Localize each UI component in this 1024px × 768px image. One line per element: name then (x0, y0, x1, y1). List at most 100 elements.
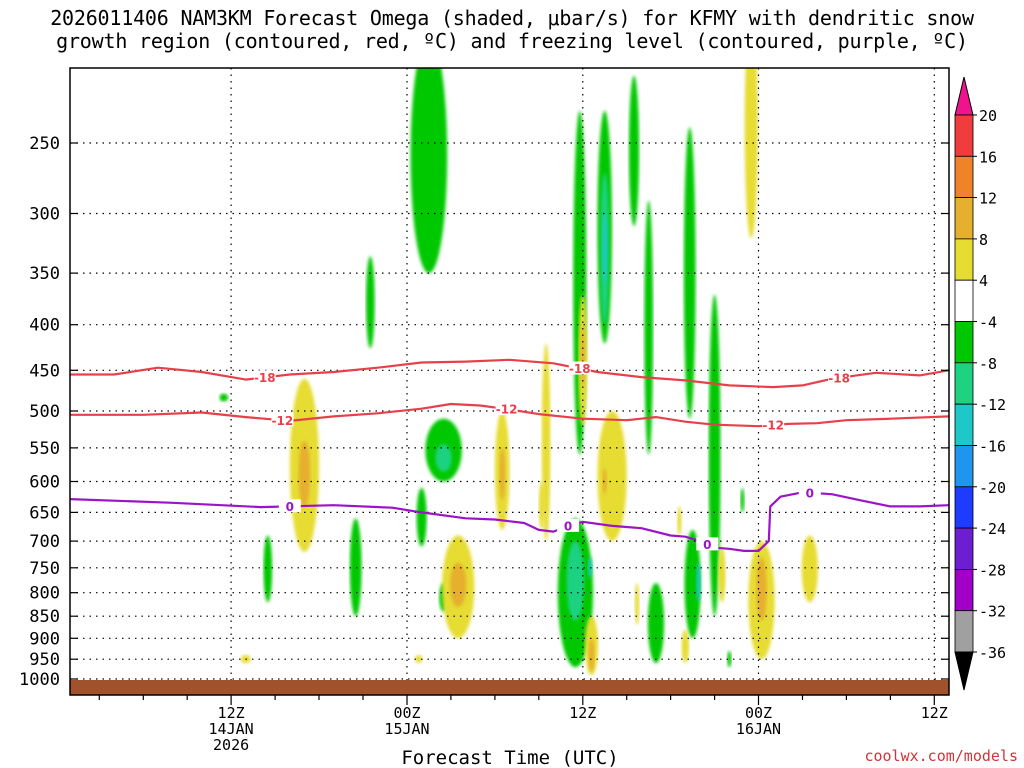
colorbar-bin (954, 445, 974, 488)
omega-region-27 (708, 294, 721, 617)
omega-region-20 (602, 468, 607, 495)
isotherm-label: -12 (496, 403, 518, 417)
isotherm--18-line (70, 358, 949, 389)
isotherm-label-bg (278, 499, 301, 513)
y-tick-label: 550 (29, 439, 60, 459)
isotherm-label-bg (495, 402, 518, 416)
colorbar-label: -32 (979, 603, 1006, 621)
colorbar-bin (954, 486, 974, 529)
x-tick-label: 12Z (569, 704, 596, 722)
chart-title-line-1: 2026011406 NAM3KM Forecast Omega (shaded… (50, 6, 974, 30)
y-tick-label: 1000 (19, 670, 60, 690)
colorbar-top-arrow (954, 76, 974, 116)
isotherm-label: 0 (564, 519, 572, 533)
colorbar-bin (954, 321, 974, 364)
isotherm-label-bg (568, 361, 591, 375)
colorbar-label: 16 (979, 148, 997, 166)
isotherm-label: -12 (272, 414, 294, 428)
omega-region-46 (415, 655, 423, 664)
colorbar-label: 20 (979, 107, 997, 125)
plot-area (70, 68, 949, 695)
colorbar-bin (954, 155, 974, 199)
x-tick-label: 15JAN (384, 720, 429, 738)
omega-region-0 (410, 68, 448, 274)
y-tick-label: 300 (29, 205, 60, 225)
x-tick-label: 14JAN (209, 720, 254, 738)
colorbar-bin (954, 238, 974, 281)
omega-region-35 (684, 529, 701, 639)
ground-surface (70, 680, 949, 695)
y-tick-label: 600 (29, 473, 60, 493)
y-tick-label: 700 (29, 532, 60, 552)
colorbar-bin (954, 610, 974, 653)
isotherm-label-bg (828, 370, 851, 384)
colorbar-bin (954, 362, 974, 405)
colorbar-label: -24 (979, 520, 1006, 538)
colorbar-label: -16 (979, 438, 1006, 456)
omega-region-37 (681, 629, 689, 664)
credit-text: coolwx.com/models (864, 747, 1018, 765)
x-tick-label: 12Z (921, 704, 948, 722)
y-tick-label: 650 (29, 503, 60, 523)
colorbar-bin (954, 403, 974, 446)
y-tick-label: 750 (29, 559, 60, 579)
omega-region-25 (644, 200, 654, 455)
colorbar-bin (954, 279, 974, 322)
isotherm-label: -18 (828, 371, 850, 385)
isotherm-label: -18 (569, 362, 591, 376)
isotherm-label-bg (253, 370, 276, 384)
colorbar-label: 12 (979, 190, 997, 208)
colorbar-bin (954, 527, 974, 570)
omega-shading-layer (219, 68, 818, 676)
omega-region-24 (628, 75, 640, 227)
y-tick-label: 950 (29, 650, 60, 670)
omega-region-14 (499, 447, 506, 501)
isotherm-label: -18 (254, 371, 276, 385)
y-tick-label: 500 (29, 402, 60, 422)
colorbar-label: -28 (979, 561, 1006, 579)
omega-region-23 (602, 213, 607, 284)
isotherm-label-bg (762, 418, 785, 431)
omega-region-40 (744, 68, 758, 239)
colorbar-label: -20 (979, 479, 1006, 497)
colorbar-bin (954, 569, 974, 612)
omega-region-38 (718, 546, 726, 603)
x-tick-label: 2026 (213, 736, 249, 754)
omega-region-34 (634, 582, 640, 626)
pressure-axis: 2503003504004505005506006507007508008509… (19, 134, 949, 690)
omega-region-48 (538, 481, 545, 530)
omega-region-36 (696, 562, 701, 603)
colorbar-label: 4 (979, 272, 988, 290)
omega-region-6 (349, 518, 362, 617)
omega-region-7 (416, 487, 427, 547)
isotherm-contours: -18 -18 -18 -12 -12 -12 0 0 0 0 (70, 358, 949, 552)
colorbar-bin (954, 197, 974, 240)
x-tick-label: 12Z (218, 704, 245, 722)
x-tick-label: 00Z (393, 704, 420, 722)
omega-region-3 (219, 393, 229, 402)
omega-colorbar: 20 16 12 8 4 -4 -8 -12 -16 -20 -24 -28 -32 -36 (954, 76, 1006, 691)
omega-region-29 (566, 541, 585, 621)
omega-region-39 (727, 651, 732, 668)
isotherm-label: -12 (762, 419, 784, 433)
y-tick-label: 400 (29, 316, 60, 336)
omega-region-43 (740, 487, 745, 513)
x-tick-label: 16JAN (736, 720, 781, 738)
omega-region-18 (580, 324, 585, 388)
omega-region-26 (683, 127, 696, 419)
omega-region-44 (801, 535, 818, 603)
isotherm-label: 0 (703, 538, 711, 552)
colorbar-label: -8 (979, 355, 997, 373)
colorbar-bottom-arrow (954, 651, 974, 691)
omega-region-9 (435, 444, 452, 472)
colorbar-label: -12 (979, 396, 1006, 414)
colorbar-label: -4 (979, 314, 997, 332)
omega-region-19 (597, 411, 627, 541)
isotherm-label-bg (557, 518, 580, 532)
y-tick-label: 450 (29, 361, 60, 381)
isotherm-label: 0 (806, 486, 814, 500)
isotherm-label-bg (271, 413, 294, 427)
omega-region-2 (368, 75, 373, 128)
